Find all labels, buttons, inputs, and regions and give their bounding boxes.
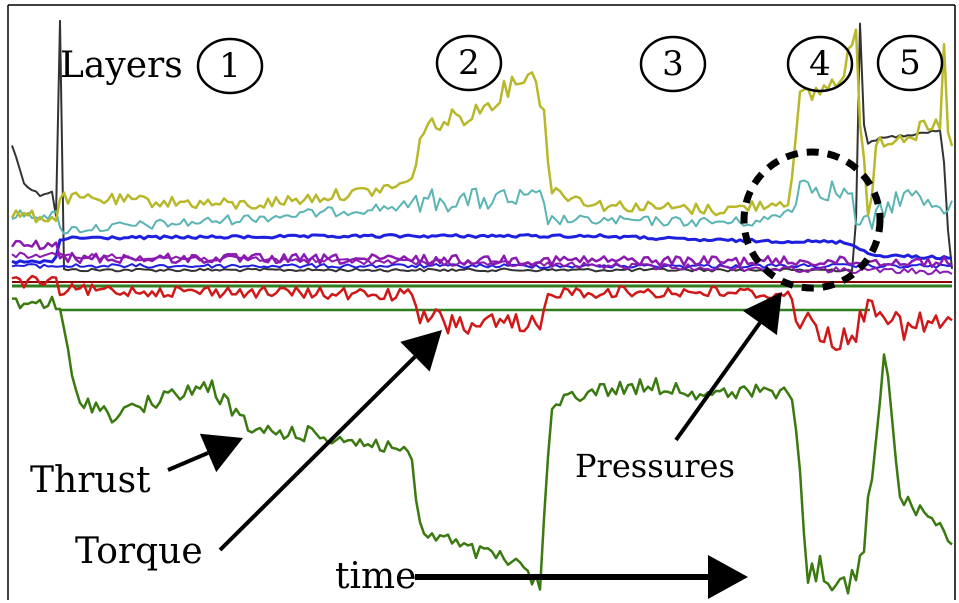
layer-circle-5 <box>876 34 944 92</box>
layer-number-2: 2 <box>458 43 480 83</box>
series-line-yellow <box>10 28 954 224</box>
arrow-thrust-head <box>199 433 243 473</box>
annotation-pressures: Pressures <box>575 447 735 485</box>
arrow-thrust-shaft <box>167 451 209 472</box>
series-line-cyan <box>11 179 953 235</box>
plot-frame <box>7 4 956 600</box>
annotation-torque: Torque <box>75 531 203 572</box>
annotation-thrust: Thrust <box>30 460 151 501</box>
layer-markers: 1 2 3 4 5 <box>196 34 944 95</box>
annotation-layer: Layers 1 2 3 4 5 Thrust Torque Pressures tim… <box>30 34 944 599</box>
series-line-blue <box>11 233 953 265</box>
x-axis-label: time <box>335 556 416 597</box>
arrow-torque-head <box>400 330 442 372</box>
arrow-pressures-shaft <box>674 321 762 442</box>
series-line-purple <box>11 251 953 276</box>
layer-number-3: 3 <box>662 44 684 84</box>
layer-number-5: 5 <box>899 43 921 83</box>
series-line-purple <box>10 239 953 269</box>
series-line-blue <box>11 263 953 269</box>
layer-circle-1 <box>196 37 264 95</box>
highlight-dotted-circle <box>740 148 884 292</box>
layer-circle-4 <box>786 35 854 93</box>
arrows <box>167 292 782 599</box>
layer-circle-3 <box>639 35 707 93</box>
arrow-time-head <box>708 555 748 599</box>
layers-label: Layers <box>60 45 183 86</box>
series-layer <box>10 19 954 595</box>
layer-number-4: 4 <box>809 44 831 84</box>
series-line-red <box>11 274 953 352</box>
layer-circle-2 <box>435 34 503 92</box>
arrow-torque-shaft <box>218 355 417 552</box>
series-line-thrust <box>12 295 953 595</box>
layer-number-1: 1 <box>219 46 241 86</box>
arrow-pressures-head <box>742 292 782 336</box>
